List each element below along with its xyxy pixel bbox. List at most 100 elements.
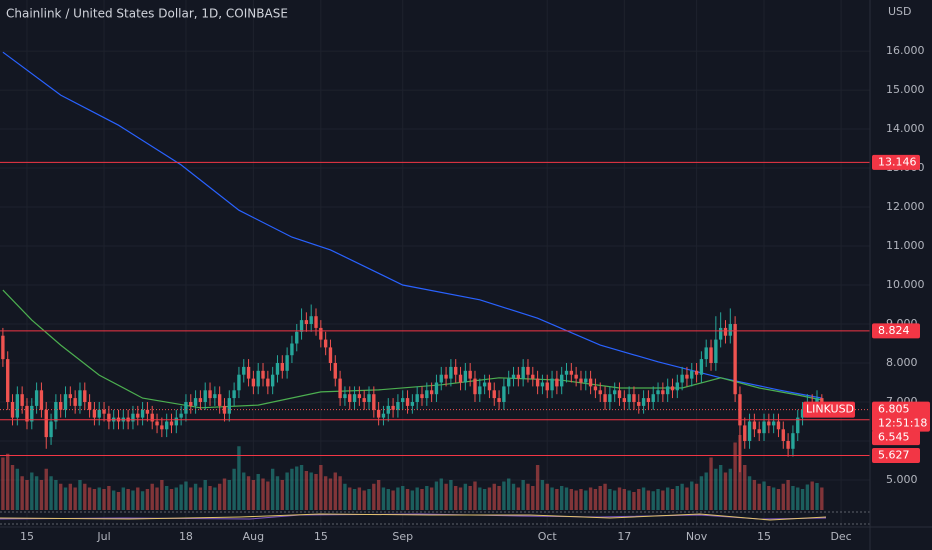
volume-bar bbox=[299, 465, 304, 510]
candle-body bbox=[608, 394, 612, 402]
candle-body bbox=[458, 374, 463, 383]
candle-body bbox=[30, 405, 34, 422]
volume-bar bbox=[762, 481, 766, 510]
volume-bar bbox=[714, 468, 718, 510]
candle-body bbox=[193, 398, 198, 406]
candle-body bbox=[49, 421, 53, 438]
candle-body bbox=[627, 394, 631, 402]
volume-bar bbox=[747, 476, 752, 510]
volume-bar bbox=[704, 472, 708, 510]
volume-bar bbox=[102, 489, 106, 510]
candle-body bbox=[786, 440, 790, 449]
countdown-label: 12:51:18 bbox=[878, 417, 927, 430]
candle-body bbox=[796, 417, 800, 434]
candle-body bbox=[429, 390, 434, 395]
volume-bar bbox=[593, 489, 598, 510]
volume-bar bbox=[328, 478, 333, 510]
candle-body bbox=[391, 405, 395, 410]
x-tick-label: 15 bbox=[20, 530, 34, 543]
candle-body bbox=[598, 390, 602, 395]
volume-bar bbox=[246, 476, 251, 510]
last-price-label: 6.805 bbox=[878, 403, 910, 416]
candle-body bbox=[473, 378, 477, 395]
volume-bar bbox=[502, 481, 506, 510]
volume-bar bbox=[164, 486, 169, 510]
volume-bar bbox=[603, 483, 607, 510]
volume-bar bbox=[439, 478, 443, 510]
candle-body bbox=[367, 394, 371, 402]
level-label: 5.627 bbox=[878, 449, 910, 462]
volume-bar bbox=[136, 487, 140, 510]
volume-bar bbox=[49, 476, 53, 510]
y-tick-label: 16.000 bbox=[886, 44, 925, 57]
volume-bar bbox=[34, 476, 39, 510]
candle-body bbox=[516, 374, 521, 379]
y-tick-label: 8.000 bbox=[886, 356, 918, 369]
candle-body bbox=[468, 370, 472, 379]
volume-bar bbox=[429, 487, 434, 510]
candle-body bbox=[767, 421, 771, 426]
volume-bar bbox=[656, 489, 660, 510]
candle-body bbox=[217, 394, 222, 406]
volume-bar bbox=[622, 489, 627, 510]
y-tick-label: 5.000 bbox=[886, 473, 918, 486]
volume-bar bbox=[131, 490, 135, 510]
volume-bar bbox=[743, 465, 747, 510]
candle-body bbox=[15, 394, 20, 418]
candle-body bbox=[136, 413, 140, 418]
candle-body bbox=[478, 386, 482, 395]
volume-bar bbox=[261, 478, 265, 510]
volume-bar bbox=[492, 483, 496, 510]
volume-bar bbox=[651, 491, 655, 510]
candle-body bbox=[290, 343, 294, 356]
volume-bar bbox=[685, 487, 689, 510]
volume-bar bbox=[217, 483, 222, 510]
candle-body bbox=[410, 401, 415, 406]
volume-bar bbox=[285, 472, 289, 510]
candle-body bbox=[564, 370, 569, 375]
level-label-box bbox=[872, 430, 920, 446]
candle-body bbox=[92, 409, 97, 418]
candle-body bbox=[743, 425, 747, 441]
volume-bar bbox=[189, 487, 193, 510]
volume-bar bbox=[92, 489, 97, 510]
volume-bar bbox=[295, 466, 299, 510]
candle-body bbox=[372, 394, 376, 410]
volume-bar bbox=[733, 442, 737, 510]
volume-bar bbox=[699, 476, 704, 510]
volume-bar bbox=[232, 468, 236, 510]
candle-body bbox=[791, 433, 795, 449]
volume-bar bbox=[333, 472, 337, 510]
volume-bar bbox=[179, 484, 183, 510]
candle-body bbox=[275, 363, 280, 375]
candle-body bbox=[714, 339, 718, 364]
volume-bar bbox=[309, 472, 313, 510]
volume-bar bbox=[270, 468, 275, 510]
level-label-box bbox=[872, 448, 920, 464]
volume-bar bbox=[588, 487, 593, 510]
candle-body bbox=[222, 405, 227, 414]
volume-bar bbox=[198, 487, 203, 510]
candle-body bbox=[415, 394, 419, 402]
candle-body bbox=[680, 374, 684, 383]
candle-body bbox=[376, 409, 381, 418]
candle-body bbox=[588, 378, 593, 387]
volume-bar bbox=[145, 489, 150, 510]
candle-body bbox=[497, 398, 501, 402]
volume-bar bbox=[810, 481, 814, 510]
candle-body bbox=[637, 401, 641, 406]
volume-bar bbox=[10, 465, 15, 510]
volume-bar bbox=[574, 490, 578, 510]
volume-bar bbox=[728, 468, 732, 510]
candle-body bbox=[63, 394, 68, 410]
candle-body bbox=[102, 409, 106, 414]
candle-body bbox=[781, 429, 785, 441]
volume-bar bbox=[160, 480, 164, 510]
candle-body bbox=[434, 382, 439, 395]
volume-bar bbox=[637, 489, 641, 510]
candle-body bbox=[68, 394, 73, 399]
volume-bar bbox=[242, 472, 246, 510]
candle-body bbox=[59, 401, 63, 410]
candle-body bbox=[150, 413, 154, 422]
volume-bar bbox=[6, 453, 10, 510]
